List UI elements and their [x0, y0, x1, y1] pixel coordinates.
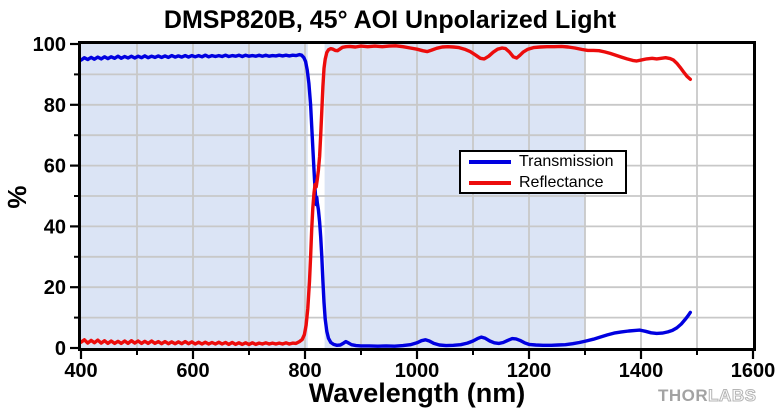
reflectance-line-swatch: [469, 180, 511, 185]
x-axis-label: Wavelength (nm): [308, 378, 526, 408]
x-tick-label: 800: [288, 360, 321, 382]
y-tick-label: 100: [33, 34, 66, 56]
y-tick-label: 0: [55, 338, 66, 360]
transmission-line-swatch: [469, 159, 511, 164]
y-tick-label: 40: [44, 216, 66, 238]
legend: Transmission Reflectance: [459, 150, 627, 194]
reflectance-curve: [79, 44, 692, 347]
x-tick-label: 600: [176, 360, 209, 382]
legend-item-reflectance: Reflectance: [469, 174, 625, 192]
legend-label-reflectance: Reflectance: [519, 173, 604, 191]
chart-title: DMSP820B, 45° AOI Unpolarized Light: [163, 6, 617, 34]
watermark-thor: THOR: [658, 386, 709, 405]
y-tick-label: 20: [44, 277, 66, 299]
y-tick-label: 80: [44, 95, 66, 117]
thorlabs-watermark: THORLABS: [658, 386, 756, 406]
x-tick-label: 1600: [731, 360, 776, 382]
x-tick-label: 1400: [619, 360, 664, 382]
legend-label-transmission: Transmission: [519, 152, 614, 170]
x-tick-label: 1200: [507, 360, 552, 382]
x-tick-label: 400: [64, 360, 97, 382]
watermark-labs: LABS: [708, 386, 757, 406]
plot-border: [78, 41, 756, 351]
legend-item-transmission: Transmission: [469, 153, 625, 171]
y-tick-label: 60: [44, 156, 66, 178]
transmission-curve: [79, 52, 692, 348]
x-tick-label: 1000: [395, 360, 440, 382]
